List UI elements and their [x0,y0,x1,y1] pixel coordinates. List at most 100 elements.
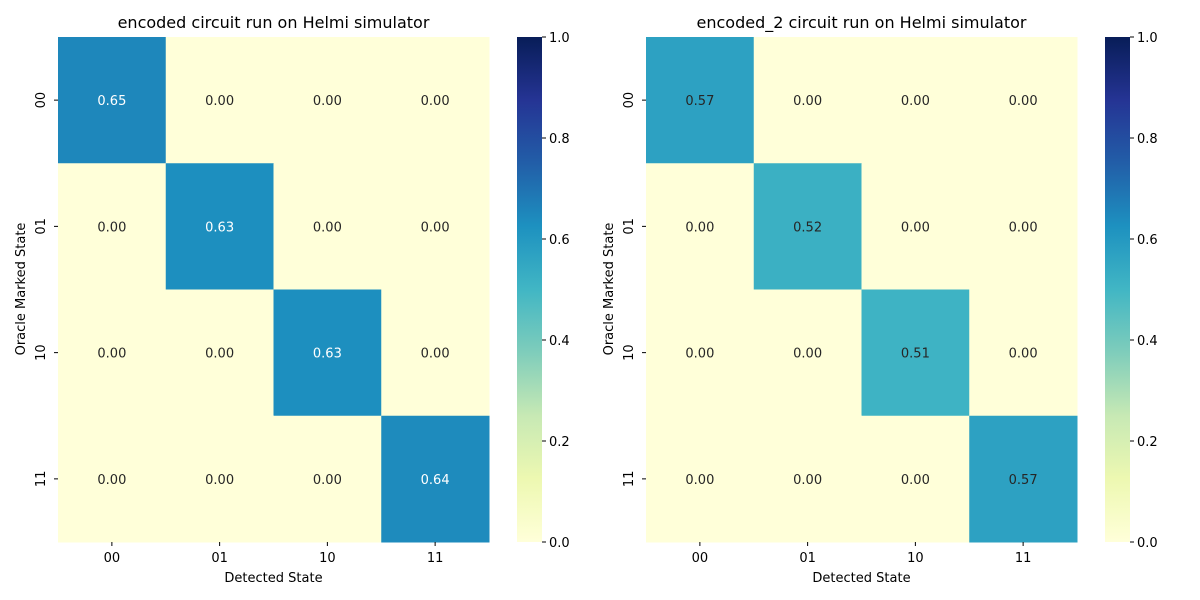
heatmap-cell-10-10 [861,289,970,417]
heatmap-cells: 0.57 0.00 0.00 0.00 0.00 0.52 0.00 0.00 0.00 0.00… [646,37,1078,543]
y-tick-label: 10 [34,344,49,361]
cell-value-label: 0.00 [97,473,126,488]
cell-value-label: 0.00 [421,347,450,362]
x-tick-label: 00 [104,551,121,566]
colorbar-tick-label: 0.6 [549,233,570,248]
cell-value-label: 0.00 [313,94,342,109]
heatmap-cell-11-01 [165,415,274,543]
cell-value-label: 0.00 [685,473,714,488]
heatmap-cell-01-00 [58,163,167,290]
heatmap-cell-11-11 [381,415,490,543]
heatmap-cell-10-00 [58,289,167,417]
x-tick-label: 11 [1015,551,1032,566]
y-axis-label: Oracle Marked State [14,223,29,356]
x-tick-label: 01 [211,551,228,566]
heatmap-cell-00-00 [58,37,167,164]
heatmap-panel-encoded: encoded circuit run on Helmi simulator 0… [14,13,570,586]
heatmap-cell-11-01 [753,415,862,543]
y-tick-label: 01 [34,218,49,235]
x-tick-label: 11 [427,551,444,566]
x-tick-label: 10 [907,551,924,566]
cell-value-label: 0.63 [205,220,234,235]
cell-value-label: 0.00 [901,94,930,109]
cell-value-label: 0.00 [793,473,822,488]
colorbar-tick-label: 1.0 [1137,31,1158,46]
heatmap-cell-10-01 [753,289,862,417]
y-tick-labels: 00 01 10 11 [34,92,58,487]
cell-value-label: 0.00 [421,94,450,109]
cell-value-label: 0.64 [421,473,450,488]
y-axis-label: Oracle Marked State [602,223,617,356]
heatmap-cell-01-01 [165,163,274,290]
heatmap-cell-10-00 [646,289,755,417]
heatmap-cell-00-10 [273,37,382,164]
colorbar-tick-label: 0.8 [549,132,570,147]
x-tick-labels: 00 01 10 11 [104,542,444,566]
cell-value-label: 0.00 [313,473,342,488]
y-tick-label: 11 [34,471,49,488]
y-tick-label: 11 [622,471,637,488]
cell-value-label: 0.00 [97,347,126,362]
heatmap-cell-01-11 [381,163,490,290]
heatmap-cell-00-11 [381,37,490,164]
cell-value-label: 0.00 [1009,220,1038,235]
cell-value-label: 0.57 [685,94,714,109]
cell-value-label: 0.63 [313,347,342,362]
heatmap-cell-01-10 [861,163,970,290]
colorbar [517,37,542,542]
colorbar-tick-label: 0.2 [1137,435,1158,450]
colorbar-ticks: 0.0 0.2 0.4 0.6 0.8 1.0 [1130,31,1158,551]
heatmap-cell-00-10 [861,37,970,164]
colorbar-tick-label: 0.0 [549,536,570,551]
colorbar-tick-label: 0.6 [1137,233,1158,248]
colorbar-tick-label: 0.2 [549,435,570,450]
colorbar-tick-label: 0.4 [1137,334,1158,349]
heatmap-cell-00-01 [753,37,862,164]
heatmap-cell-00-00 [646,37,755,164]
x-axis-label: Detected State [812,571,910,586]
cell-value-label: 0.00 [685,220,714,235]
cell-value-label: 0.00 [685,347,714,362]
cell-value-label: 0.00 [901,473,930,488]
cell-value-label: 0.65 [97,94,126,109]
colorbar-tick-label: 0.8 [1137,132,1158,147]
cell-value-label: 0.00 [205,94,234,109]
heatmap-cell-10-11 [381,289,490,417]
cell-value-label: 0.00 [421,220,450,235]
y-tick-label: 00 [622,92,637,109]
y-tick-label: 01 [622,218,637,235]
heatmap-cell-10-11 [969,289,1078,417]
cell-value-label: 0.00 [793,94,822,109]
heatmap-cell-11-00 [58,415,167,543]
x-axis-label: Detected State [224,571,322,586]
cell-value-label: 0.00 [97,220,126,235]
y-tick-labels: 00 01 10 11 [622,92,646,487]
chart-title: encoded circuit run on Helmi simulator [118,13,430,32]
cell-value-label: 0.00 [205,347,234,362]
heatmap-cell-00-11 [969,37,1078,164]
x-tick-label: 00 [692,551,709,566]
x-tick-label: 01 [799,551,816,566]
cell-value-label: 0.00 [793,347,822,362]
colorbar-ticks: 0.0 0.2 0.4 0.6 0.8 1.0 [542,31,570,551]
cell-value-label: 0.00 [1009,94,1038,109]
cell-value-label: 0.57 [1009,473,1038,488]
y-tick-label: 10 [622,344,637,361]
heatmap-cell-11-10 [861,415,970,543]
y-tick-label: 00 [34,92,49,109]
chart-title: encoded_2 circuit run on Helmi simulator [697,13,1027,33]
heatmap-cell-11-00 [646,415,755,543]
heatmap-cell-10-10 [273,289,382,417]
cell-value-label: 0.00 [205,473,234,488]
colorbar-tick-label: 1.0 [549,31,570,46]
heatmap-cell-01-11 [969,163,1078,290]
cell-value-label: 0.00 [313,220,342,235]
heatmap-cell-11-10 [273,415,382,543]
x-tick-labels: 00 01 10 11 [692,542,1032,566]
colorbar-tick-label: 0.4 [549,334,570,349]
cell-value-label: 0.51 [901,347,930,362]
heatmap-cell-10-01 [165,289,274,417]
colorbar-tick-label: 0.0 [1137,536,1158,551]
cell-value-label: 0.00 [901,220,930,235]
